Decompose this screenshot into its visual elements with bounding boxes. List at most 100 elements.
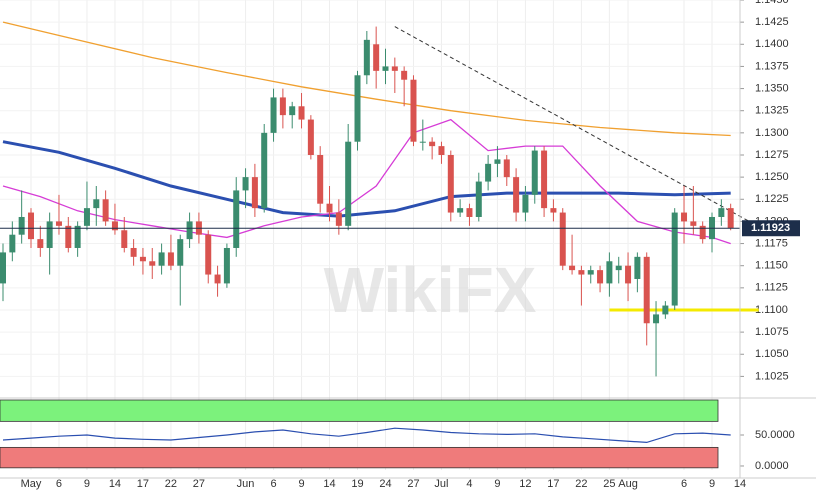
candle-body (326, 203, 333, 213)
x-tick-label: 14 (734, 478, 746, 490)
candle-body (382, 66, 389, 71)
y2-tick-label: 50.0000 (755, 429, 795, 441)
candle-body (727, 208, 734, 229)
x-tick-label: Jul (434, 478, 448, 490)
candle-body (233, 190, 240, 248)
y-tick-label: 1.1250 (755, 171, 789, 183)
candle-body (522, 194, 529, 213)
candle-body (83, 208, 90, 226)
x-tick-label: 9 (84, 478, 90, 490)
candle-body (37, 239, 44, 248)
candle-body (223, 247, 230, 284)
candle-body (289, 106, 296, 116)
x-tick-label: Aug (618, 478, 638, 490)
candle-body (46, 221, 53, 248)
x-tick-label: 6 (270, 478, 276, 490)
candle-body (214, 274, 221, 284)
y-tick-label: 1.1125 (755, 282, 788, 294)
candle-body (270, 97, 277, 133)
y2-tick-label: 0.0000 (755, 460, 789, 472)
candle-body (251, 177, 258, 209)
x-tick-label: 9 (494, 478, 500, 490)
candle-body (718, 208, 725, 217)
candle-body (690, 221, 697, 226)
candle-body (167, 252, 174, 266)
candle-body (662, 305, 669, 315)
x-tick-label: 27 (193, 478, 205, 490)
x-tick-label: 14 (109, 478, 121, 490)
x-tick-label: 9 (298, 478, 304, 490)
candle-body (242, 177, 249, 191)
y-tick-label: 1.1425 (755, 16, 789, 28)
candle-body (27, 212, 34, 240)
candle-body (149, 261, 156, 266)
moving-average (2, 118, 731, 245)
candle-body (653, 314, 660, 324)
candle-body (438, 146, 445, 155)
candle-body (485, 163, 492, 182)
candle-body (625, 265, 632, 284)
oscillator-line (2, 427, 731, 444)
candle-body (317, 154, 324, 204)
moving-average (2, 140, 731, 218)
candle-body (410, 79, 417, 142)
y-tick-label: 1.1400 (755, 38, 789, 50)
x-tick-label: 9 (709, 478, 715, 490)
candle-body (475, 181, 482, 217)
y-tick-label: 1.1350 (755, 82, 789, 94)
x-tick-label: 17 (547, 478, 559, 490)
x-tick-label: 12 (519, 478, 531, 490)
trendline (394, 26, 750, 222)
last-price-box (742, 220, 800, 237)
x-tick-label: 25 (603, 478, 615, 490)
watermark: WikiFX (324, 254, 537, 326)
x-tick-label: 27 (407, 478, 419, 490)
candle-body (541, 150, 548, 209)
candle-body (634, 256, 641, 279)
candle-body (261, 132, 268, 209)
candle-body (307, 119, 314, 155)
candle-body (578, 270, 585, 275)
candle-body (205, 234, 212, 275)
y-tick-label: 1.1325 (755, 105, 789, 117)
candle-body (569, 265, 576, 271)
candle-body (74, 225, 81, 248)
candle-body (130, 247, 137, 257)
candle-body (587, 270, 594, 275)
candle-body (0, 252, 6, 284)
candle-body (186, 221, 193, 240)
candle-body (494, 159, 501, 164)
candle-body (345, 141, 352, 226)
candle-body (513, 177, 520, 213)
candle-body (597, 270, 604, 284)
moving-average (2, 21, 731, 137)
x-tick-label: Jun (237, 478, 255, 490)
candle-body (681, 212, 688, 222)
x-tick-label: 6 (681, 478, 687, 490)
candle-body (466, 208, 473, 217)
y-tick-label: 1.1150 (755, 260, 788, 272)
y-tick-label: 1.1175 (755, 237, 788, 249)
candle-body (9, 234, 16, 253)
candle-body (643, 256, 650, 324)
candle-body (373, 44, 380, 71)
candle-body (102, 199, 109, 222)
x-tick-label: 17 (137, 478, 149, 490)
candle-body (419, 141, 426, 143)
candle-body (121, 230, 128, 248)
last-price-label: 1.11923 (751, 222, 790, 234)
candle-body (298, 106, 305, 120)
candle-body (401, 70, 408, 80)
candle-body (111, 221, 118, 231)
y-tick-label: 1.1300 (755, 127, 789, 139)
y-tick-label: 1.1225 (755, 193, 789, 205)
candle-body (429, 141, 436, 147)
x-tick-label: May (21, 478, 42, 490)
candle-body (531, 150, 538, 195)
candle-body (699, 225, 706, 240)
candle-body (559, 212, 566, 266)
y-tick-label: 1.1275 (755, 149, 789, 161)
candle-body (391, 66, 398, 71)
x-tick-label: 4 (466, 478, 472, 490)
